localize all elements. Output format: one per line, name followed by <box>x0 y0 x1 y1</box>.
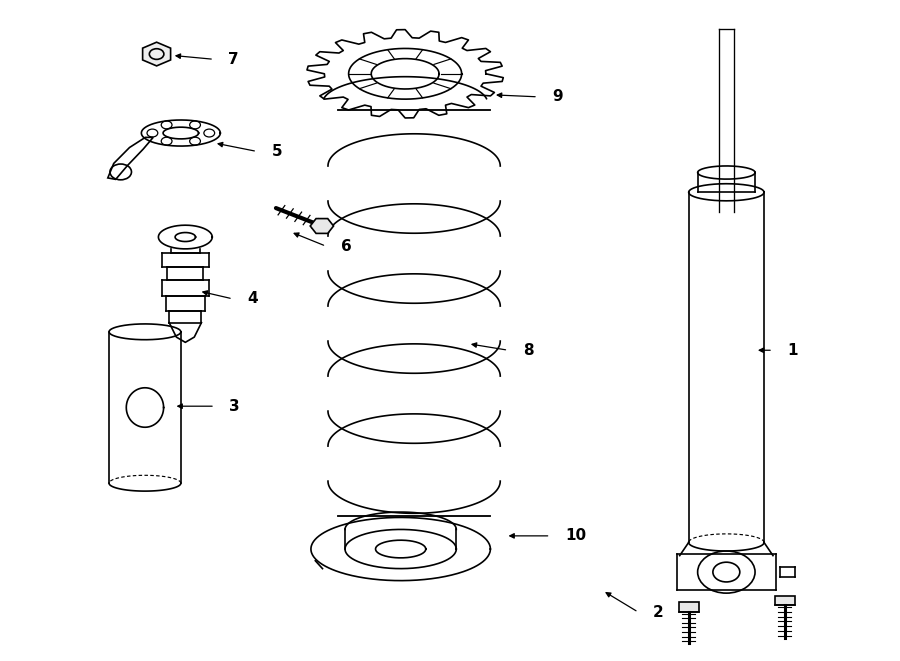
Text: 2: 2 <box>652 605 663 620</box>
Text: 7: 7 <box>229 52 239 67</box>
Polygon shape <box>679 602 698 611</box>
Text: 6: 6 <box>340 239 351 254</box>
Text: 5: 5 <box>272 144 282 159</box>
Text: 3: 3 <box>230 399 240 414</box>
Text: 9: 9 <box>553 89 562 104</box>
Text: 10: 10 <box>565 528 586 543</box>
Polygon shape <box>775 596 795 605</box>
Text: 8: 8 <box>523 343 534 358</box>
Polygon shape <box>310 219 334 233</box>
Polygon shape <box>142 42 171 66</box>
Text: 1: 1 <box>788 343 798 358</box>
Text: 4: 4 <box>248 292 258 307</box>
